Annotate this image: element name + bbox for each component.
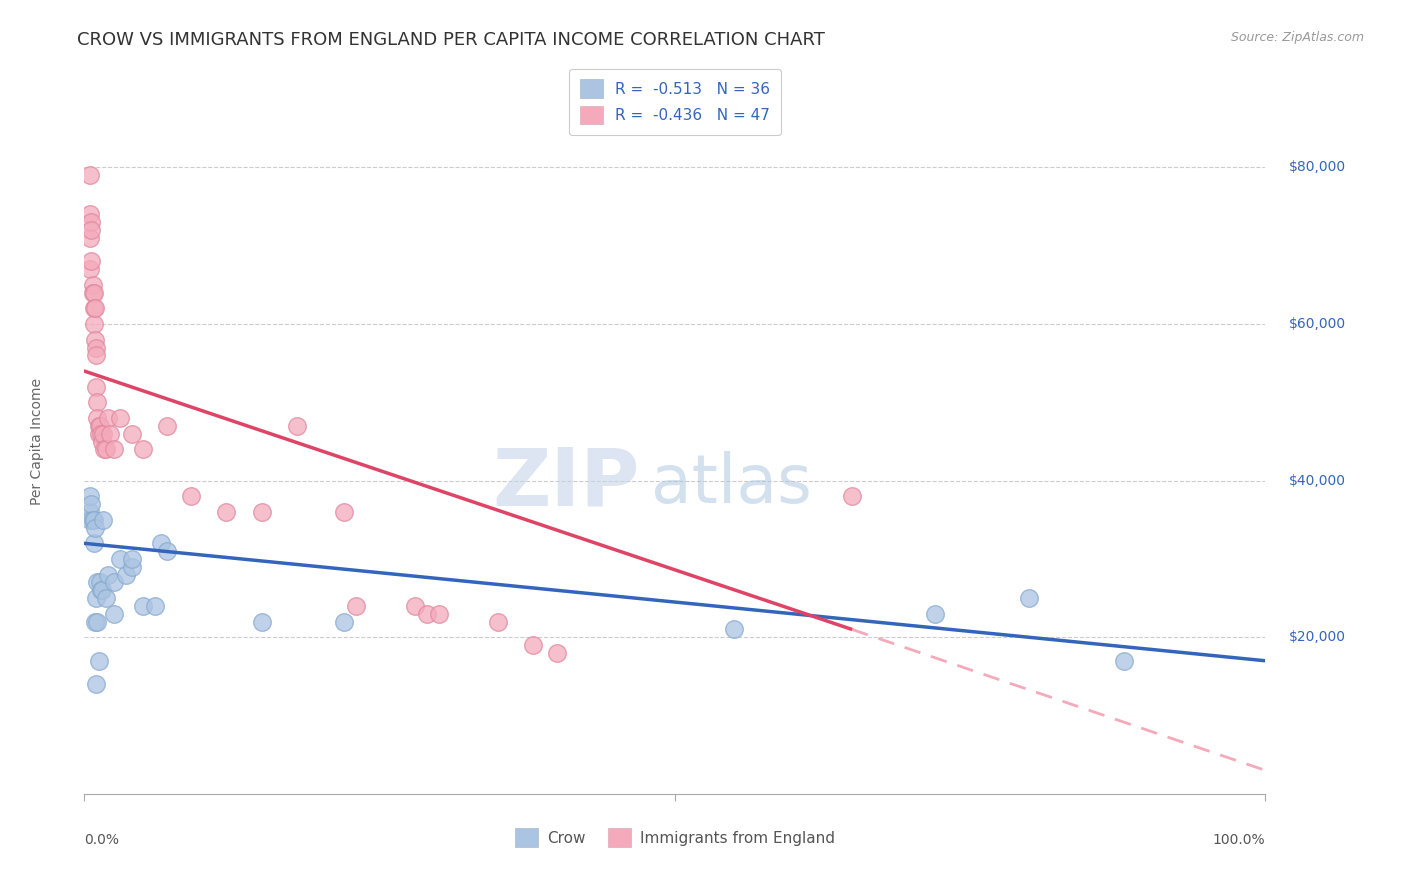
Point bbox=[114, 567, 136, 582]
Point bbox=[924, 607, 946, 621]
Point bbox=[87, 654, 110, 668]
Point bbox=[333, 615, 356, 629]
Point bbox=[84, 615, 107, 629]
Text: CROW VS IMMIGRANTS FROM ENGLAND PER CAPITA INCOME CORRELATION CHART: CROW VS IMMIGRANTS FROM ENGLAND PER CAPI… bbox=[77, 31, 825, 49]
Point bbox=[250, 615, 273, 629]
Text: atlas: atlas bbox=[651, 450, 813, 516]
Point bbox=[132, 599, 155, 613]
Point bbox=[87, 426, 110, 441]
Point bbox=[90, 426, 112, 441]
Text: $80,000: $80,000 bbox=[1289, 161, 1346, 175]
Point bbox=[79, 207, 101, 221]
Point bbox=[80, 215, 103, 229]
Point bbox=[83, 536, 105, 550]
Point bbox=[87, 418, 110, 433]
Point bbox=[79, 169, 101, 183]
Point bbox=[132, 442, 155, 457]
Text: 100.0%: 100.0% bbox=[1213, 832, 1265, 847]
Point bbox=[91, 426, 114, 441]
Point bbox=[86, 575, 108, 590]
Point bbox=[82, 285, 104, 300]
Point bbox=[79, 489, 101, 503]
Point bbox=[108, 411, 131, 425]
Point bbox=[156, 418, 179, 433]
Legend: Crow, Immigrants from England: Crow, Immigrants from England bbox=[509, 822, 841, 853]
Point bbox=[215, 505, 238, 519]
Point bbox=[90, 583, 112, 598]
Point bbox=[80, 223, 103, 237]
Point bbox=[79, 513, 101, 527]
Point bbox=[546, 646, 568, 660]
Point bbox=[94, 591, 117, 606]
Point bbox=[103, 442, 125, 457]
Point bbox=[344, 599, 367, 613]
Point bbox=[94, 442, 117, 457]
Point bbox=[91, 434, 114, 449]
Point bbox=[404, 599, 426, 613]
Point bbox=[427, 607, 450, 621]
Point bbox=[416, 607, 439, 621]
Point bbox=[180, 489, 202, 503]
Point bbox=[121, 426, 143, 441]
Point bbox=[86, 411, 108, 425]
Point bbox=[333, 505, 356, 519]
Text: Per Capita Income: Per Capita Income bbox=[30, 378, 44, 505]
Point bbox=[143, 599, 166, 613]
Point bbox=[89, 575, 111, 590]
Point bbox=[79, 231, 101, 245]
Point bbox=[522, 638, 544, 652]
Point bbox=[121, 552, 143, 566]
Point bbox=[156, 544, 179, 558]
Point bbox=[97, 411, 120, 425]
Text: $20,000: $20,000 bbox=[1289, 631, 1346, 644]
Point bbox=[83, 513, 105, 527]
Point bbox=[89, 418, 111, 433]
Point bbox=[84, 348, 107, 362]
Point bbox=[80, 497, 103, 511]
Text: Source: ZipAtlas.com: Source: ZipAtlas.com bbox=[1230, 31, 1364, 45]
Point bbox=[83, 317, 105, 331]
Point bbox=[108, 552, 131, 566]
Point bbox=[150, 536, 173, 550]
Point bbox=[121, 559, 143, 574]
Point bbox=[84, 677, 107, 691]
Point bbox=[1112, 654, 1135, 668]
Point bbox=[79, 505, 101, 519]
Point bbox=[83, 285, 105, 300]
Point bbox=[285, 418, 308, 433]
Point bbox=[82, 277, 104, 292]
Point bbox=[86, 615, 108, 629]
Point bbox=[93, 442, 115, 457]
Point bbox=[486, 615, 509, 629]
Point bbox=[86, 395, 108, 409]
Point bbox=[250, 505, 273, 519]
Point bbox=[82, 513, 104, 527]
Text: 0.0%: 0.0% bbox=[84, 832, 120, 847]
Point bbox=[91, 513, 114, 527]
Point bbox=[103, 607, 125, 621]
Point bbox=[84, 591, 107, 606]
Point bbox=[103, 575, 125, 590]
Point bbox=[98, 426, 121, 441]
Point bbox=[84, 301, 107, 316]
Point bbox=[84, 521, 107, 535]
Point bbox=[841, 489, 863, 503]
Point bbox=[84, 380, 107, 394]
Text: $40,000: $40,000 bbox=[1289, 474, 1346, 488]
Point bbox=[84, 341, 107, 355]
Text: $60,000: $60,000 bbox=[1289, 317, 1346, 331]
Point bbox=[97, 567, 120, 582]
Text: ZIP: ZIP bbox=[492, 445, 640, 523]
Point bbox=[1018, 591, 1040, 606]
Point bbox=[79, 262, 101, 277]
Point bbox=[80, 254, 103, 268]
Point bbox=[91, 583, 114, 598]
Point bbox=[723, 623, 745, 637]
Point bbox=[84, 333, 107, 347]
Point bbox=[83, 301, 105, 316]
